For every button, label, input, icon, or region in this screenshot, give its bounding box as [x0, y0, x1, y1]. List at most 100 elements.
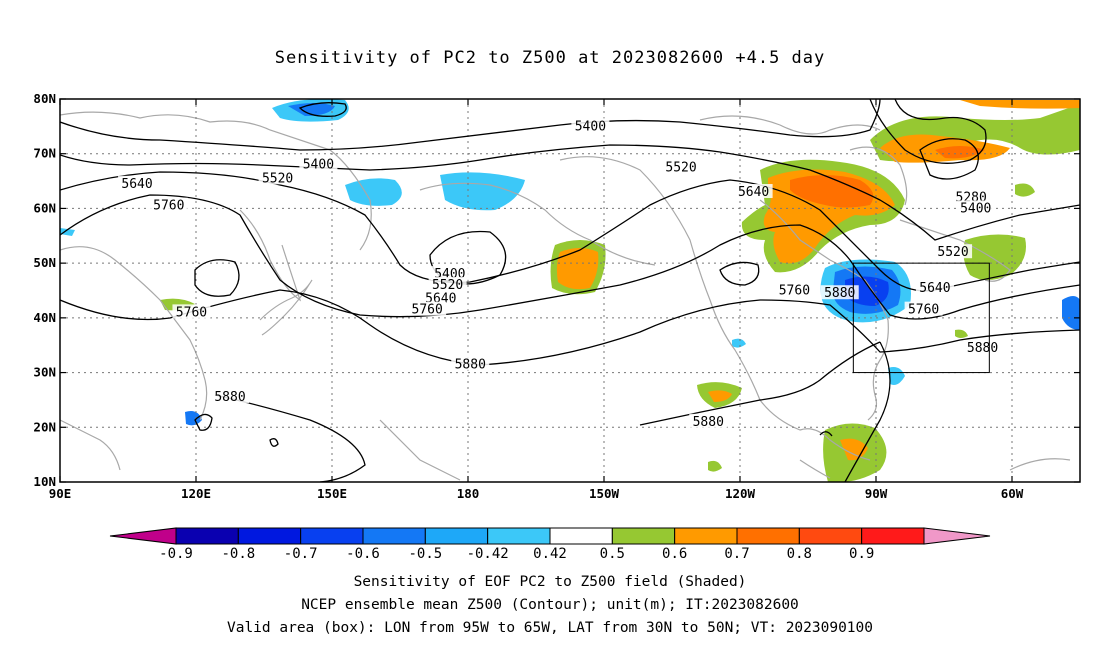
caption-valid-area: Valid area (box): LON from 95W to 65W, L…: [226, 620, 873, 636]
contour-label-bg: [734, 184, 773, 199]
contour-label-bg: [662, 159, 701, 174]
chart-title: Sensitivity of PC2 to Z500 at 2023082600…: [274, 48, 826, 68]
colorbar-label: 0.9: [849, 546, 874, 562]
contour-label-bg: [428, 277, 467, 292]
shade-np-blue: [288, 103, 335, 116]
lon-tick-label: 60W: [1001, 486, 1024, 501]
colorbar-box: [798, 527, 863, 545]
colorbar-label: -0.8: [221, 546, 255, 562]
contour-label: 5400: [303, 158, 334, 173]
shade-atlantic-blue: [1062, 296, 1080, 330]
contour-label-bg: [956, 200, 995, 215]
shade-small-green3: [955, 329, 968, 338]
colorbar-label: 0.8: [787, 546, 812, 562]
contour-label: 5760: [153, 199, 184, 214]
colorbar-label: -0.6: [346, 546, 380, 562]
contour-label: 5760: [779, 284, 810, 299]
lon-tick-label: 150W: [589, 486, 620, 501]
contour-label-bg: [775, 282, 814, 297]
map-frame: [59, 98, 1081, 483]
contour-label: 5520: [665, 160, 696, 175]
colorbar-triangle-low: [109, 527, 177, 545]
colorbar-label: -0.7: [284, 546, 318, 562]
contour-label-bg: [149, 197, 188, 212]
shade-west-cyan: [60, 228, 75, 236]
colorbar-label: 0.6: [662, 546, 687, 562]
lon-tick-label: 120W: [725, 486, 756, 501]
contour-label: 5520: [937, 245, 968, 260]
lat-tick-label: 40N: [33, 310, 56, 325]
colorbar-box: [424, 527, 489, 545]
coastlines: [60, 111, 1071, 481]
contour-label: 5880: [967, 341, 998, 356]
colorbar-label: -0.5: [408, 546, 442, 562]
contour-label: 5520: [432, 278, 463, 293]
colorbar-label: 0.7: [724, 546, 749, 562]
shade-hudson-red: [790, 175, 874, 208]
contour-label: 5880: [214, 390, 245, 405]
shade-small-cyan: [732, 338, 746, 348]
shade-pacific-orange: [556, 248, 599, 290]
valid-area-box: [852, 262, 990, 374]
shade-north-orange: [960, 100, 1080, 109]
contour-label-bg: [820, 285, 859, 300]
colorbar-label: -0.42: [467, 546, 509, 562]
shade-taiwan-blue: [185, 411, 202, 426]
contour-label: 5880: [693, 415, 724, 430]
lat-tick-label: 60N: [33, 200, 56, 215]
lat-tick-label: 30N: [33, 365, 56, 380]
contour-label: 5640: [738, 185, 769, 200]
contour-label: 5640: [919, 281, 950, 296]
contour-label-bg: [299, 156, 338, 171]
colorbar-box: [237, 527, 302, 545]
contour-label-bg: [963, 339, 1002, 354]
shade-small-green: [1015, 183, 1035, 197]
contour-label-bg: [408, 301, 447, 316]
shade-carib-orange: [840, 438, 868, 461]
contour-label-bg: [258, 170, 297, 185]
contour-label: 5520: [262, 171, 293, 186]
colorbar-triangle-high: [923, 527, 991, 545]
lon-tick-label: 180: [457, 486, 480, 501]
contour-label-bg: [952, 189, 991, 204]
shade-mexico-orange: [708, 390, 732, 402]
contour-label-bg: [934, 244, 973, 259]
contour-label-bg: [118, 175, 157, 190]
lon-tick-label: 120E: [181, 486, 211, 501]
lat-tick-label: 10N: [33, 474, 56, 489]
shade-small-green2: [708, 460, 722, 472]
contour-label-bg: [172, 304, 211, 319]
lon-tick-label: 90W: [865, 486, 888, 501]
colorbar-box: [611, 527, 676, 545]
lat-tick-label: 20N: [33, 419, 56, 434]
colorbar-label: 0.42: [533, 546, 567, 562]
contour-label: 5400: [575, 119, 606, 134]
contour-label: 5880: [824, 286, 855, 301]
lon-tick-label: 150E: [317, 486, 347, 501]
caption-contour: NCEP ensemble mean Z500 (Contour); unit(…: [301, 597, 799, 613]
colorbar-label: -0.9: [159, 546, 193, 562]
colorbar: -0.9 -0.8 -0.7 -0.6 -0.5 -0.42 0.42 0.5 0.6 0.7 0.…: [109, 527, 991, 562]
caption-shaded: Sensitivity of EOF PC2 to Z500 field (Sh…: [353, 574, 747, 590]
contour-label: 5640: [121, 177, 152, 192]
shade-newfoundland-green: [963, 234, 1026, 280]
contour-label-bg: [421, 290, 460, 305]
contour-label-bg: [915, 279, 954, 294]
colorbar-label: 0.5: [600, 546, 625, 562]
contour-label: 5400: [960, 201, 991, 216]
shade-alaska-cyan2: [440, 172, 525, 211]
colorbar-box: [736, 527, 800, 545]
colorbar-box: [549, 527, 613, 545]
colorbar-box: [674, 527, 738, 545]
shaded-sensitivity: [60, 99, 1080, 482]
lat-tick-label: 50N: [33, 255, 56, 270]
contour-label: 5760: [412, 303, 443, 318]
contour-label-bg: [689, 413, 728, 428]
shade-alaska-cyan1: [345, 178, 402, 206]
lat-tick-label: 80N: [33, 91, 56, 106]
lat-tick-label: 70N: [33, 146, 56, 161]
colorbar-box: [175, 527, 239, 545]
contour-label: 5880: [455, 357, 486, 372]
contour-label: 5760: [176, 305, 207, 320]
